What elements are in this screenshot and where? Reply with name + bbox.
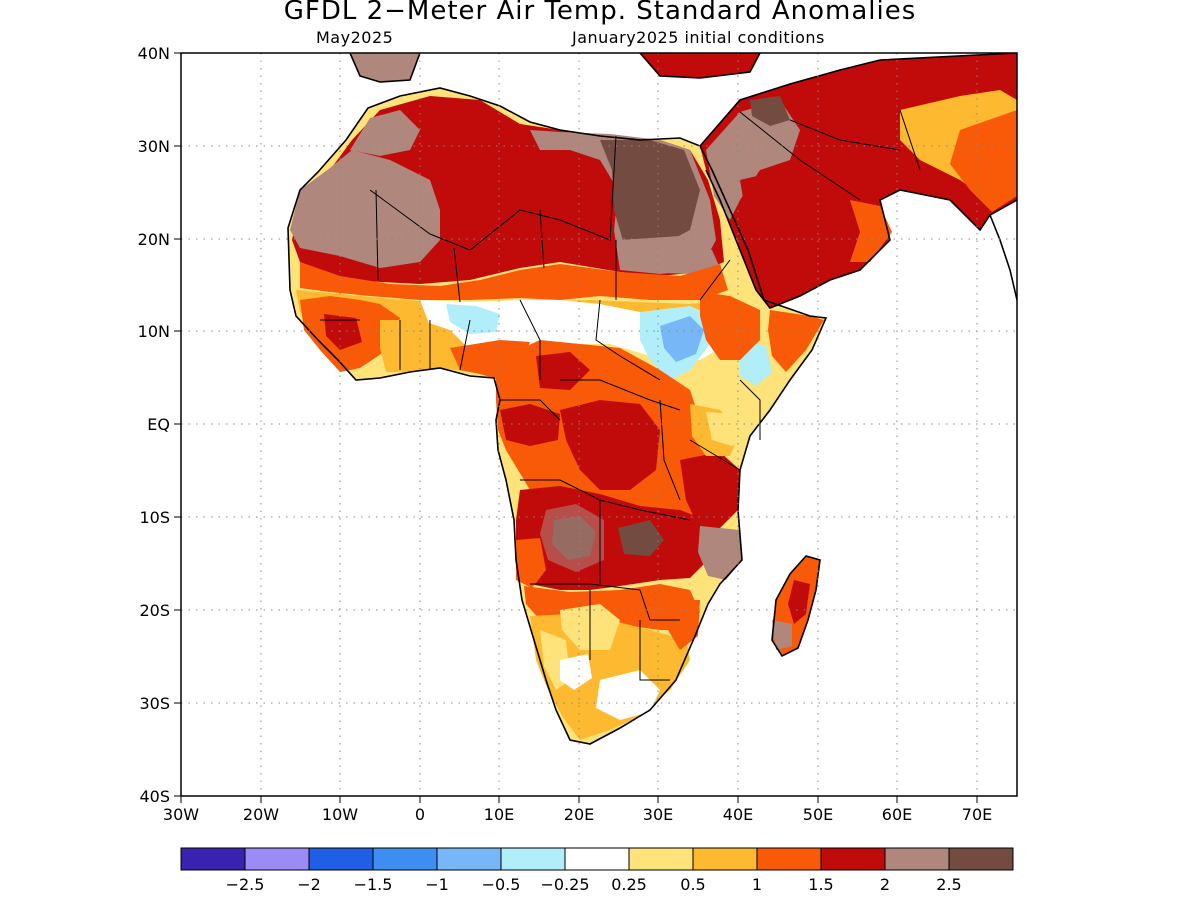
lon-label: 30W (163, 805, 199, 824)
lon-label: 20W (243, 805, 279, 824)
lat-label: 20N (138, 230, 170, 249)
axis-ticks (174, 52, 978, 803)
madagascar-tan (772, 620, 792, 650)
south-africa-white-2 (560, 654, 592, 690)
south-africa-white (596, 670, 660, 720)
lat-label: 20S (139, 601, 170, 620)
coastlines (287, 53, 1017, 745)
sahel-orange (300, 262, 728, 300)
colorbar-label: 1.5 (808, 875, 833, 894)
lon-label: 60E (882, 805, 912, 824)
map-title: GFDL 2−Meter Air Temp. Standard Anomalie… (283, 0, 917, 26)
angola-orange-west (516, 538, 546, 588)
lon-label: 50E (803, 805, 833, 824)
horn-orange (768, 310, 824, 372)
west-africa-red (324, 314, 362, 350)
iran-dark-orange (950, 110, 1017, 212)
forecast-month: May2025 (316, 28, 394, 47)
ethiopia-orange (700, 292, 760, 360)
gulf-guinea-light (380, 320, 470, 372)
colorbar-label: −1 (425, 875, 449, 894)
lat-label: 10S (139, 508, 170, 527)
oman-orange (850, 200, 892, 262)
lon-labels: 30W 20W 10W 0 10E 20E 30E 40E 50E 60E 70… (163, 805, 992, 824)
lon-label: 70E (962, 805, 992, 824)
colorbar-label: 1 (752, 875, 762, 894)
arabia-red (740, 168, 862, 290)
europe-strip-east (640, 53, 760, 78)
lon-label: 10W (322, 805, 358, 824)
southern-africa-orange (524, 584, 700, 630)
anomaly-field (288, 53, 1017, 744)
colorbar-swatch (244, 847, 310, 871)
arabia-coastline (699, 53, 1017, 309)
colorbar-label: −2.5 (226, 875, 265, 894)
arabia-tan (706, 100, 800, 220)
madagascar-coastline (771, 555, 821, 658)
lat-labels: 40N 30N 20N 10N EQ 10S 20S 30S 40S (138, 44, 170, 806)
lat-label: 40N (138, 44, 170, 63)
colorbar-swatch (756, 847, 822, 871)
nile-tan (620, 236, 720, 274)
east-africa-red (680, 452, 740, 530)
colorbar-boxes (180, 847, 1014, 871)
colorbar-labels: −2.5 −2 −1.5 −1 −0.5 −0.25 0.25 0.5 1 1.5 2 2.5 (226, 875, 962, 894)
colorbar-label: −0.25 (540, 875, 589, 894)
colorbar-swatch (820, 847, 886, 871)
lat-label: 30S (139, 694, 170, 713)
initial-conditions: January2025 initial conditions (572, 28, 825, 47)
lat-label: EQ (147, 415, 170, 434)
colorbar-swatch (692, 847, 758, 871)
southern-africa-yellow (530, 614, 690, 740)
colorbar-swatch (308, 847, 374, 871)
europe-strip (350, 53, 420, 82)
africa-coastline (287, 87, 828, 745)
egypt-brown (600, 140, 700, 246)
colorbar-label: 0.25 (611, 875, 647, 894)
colorbar-swatch (180, 847, 246, 871)
mozambique-south-orange (668, 600, 700, 650)
sahara-tan-west (290, 150, 440, 268)
cool-patch-sudan-blue (660, 316, 704, 362)
colorbar-label: 2.5 (936, 875, 961, 894)
sahara-tan-north (350, 110, 420, 156)
persia-brown (750, 96, 790, 126)
lat-label: 40S (139, 787, 170, 806)
lat-label: 30N (138, 137, 170, 156)
gabon-red (500, 404, 560, 446)
lon-label: 20E (564, 805, 594, 824)
colorbar-swatch (436, 847, 502, 871)
lon-label: 10E (484, 805, 514, 824)
lon-label: 40E (723, 805, 753, 824)
colorbar-swatch (564, 847, 630, 871)
colorbar-swatch (500, 847, 566, 871)
colorbar: −2.5 −2 −1.5 −1 −0.5 −0.25 0.25 0.5 1 1.5 2 2.5 (180, 847, 1014, 894)
zambia-brown (618, 520, 664, 556)
colorbar-label: 2 (880, 875, 890, 894)
colorbar-label: −2 (297, 875, 321, 894)
europe-coastline (349, 53, 761, 83)
lon-label: 0 (415, 805, 425, 824)
congo-red (560, 400, 660, 490)
colorbar-label: −1.5 (354, 875, 393, 894)
mozambique-tan (698, 526, 742, 580)
colorbar-label: 0.5 (680, 875, 705, 894)
madagascar-red (788, 580, 810, 624)
india-coastline (989, 214, 1017, 301)
angola-tan (540, 504, 604, 572)
colorbar-label: −0.5 (482, 875, 521, 894)
cool-patch-chad (446, 304, 500, 334)
colorbar-swatch (884, 847, 950, 871)
colorbar-swatch (948, 847, 1014, 871)
colorbar-swatch (372, 847, 438, 871)
lat-label: 10N (138, 322, 170, 341)
lon-label: 30E (643, 805, 673, 824)
colorbar-swatch (628, 847, 694, 871)
